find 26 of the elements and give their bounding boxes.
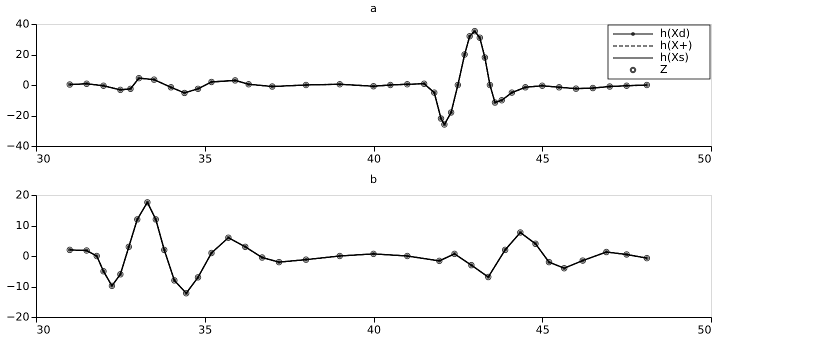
legend-label: h(X+) bbox=[660, 39, 692, 52]
legend-label: Z bbox=[660, 63, 668, 76]
y-tick-label: 20 bbox=[16, 48, 30, 61]
chart-title: a bbox=[370, 2, 377, 15]
x-tick-label: 30 bbox=[36, 324, 50, 336]
y-tick-label: −40 bbox=[6, 140, 30, 152]
x-tick-label: 40 bbox=[367, 152, 381, 166]
y-tick-label: −20 bbox=[6, 109, 30, 122]
x-tick-label: 40 bbox=[367, 324, 381, 336]
y-tick-label: 0 bbox=[22, 78, 30, 92]
legend-label: h(Xs) bbox=[660, 51, 689, 64]
y-tick-label: −20 bbox=[6, 310, 30, 324]
y-tick-label: 20 bbox=[16, 188, 30, 202]
x-tick-label: 50 bbox=[698, 324, 712, 336]
y-tick-label: −10 bbox=[6, 280, 30, 293]
x-tick-label: 45 bbox=[536, 324, 550, 336]
x-tick-label: 35 bbox=[198, 152, 212, 166]
x-tick-label: 35 bbox=[198, 324, 212, 336]
y-tick-label: 0 bbox=[22, 250, 30, 262]
legend-label: h(Xd) bbox=[660, 27, 690, 40]
y-tick-label: 40 bbox=[16, 18, 30, 30]
chart-title: b bbox=[370, 173, 378, 186]
y-tick-label: 10 bbox=[16, 219, 30, 232]
x-tick-label: 45 bbox=[536, 152, 550, 166]
x-tick-label: 30 bbox=[36, 152, 50, 166]
x-tick-label: 50 bbox=[698, 152, 712, 166]
